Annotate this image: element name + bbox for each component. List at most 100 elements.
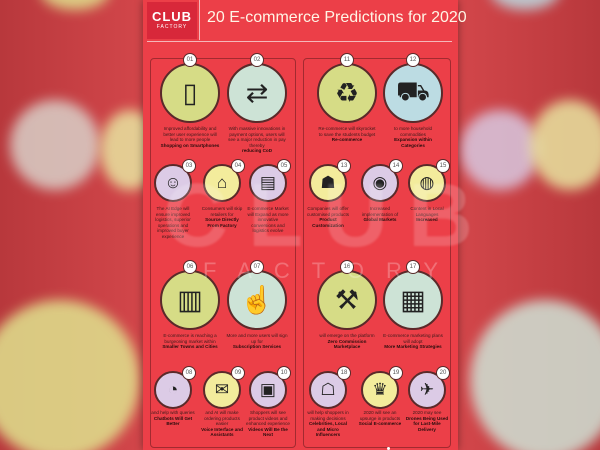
prediction-number: 02 bbox=[250, 53, 264, 67]
prediction-caption: More and more users will sign up for Subs… bbox=[226, 333, 288, 350]
product-customization-icon: ☗ bbox=[309, 164, 347, 202]
caption-text: E-commerce is reaching a burgeoning mark… bbox=[163, 333, 217, 344]
caption-text: will help shoppers in making decisions bbox=[307, 410, 349, 421]
prediction-caption: E-commerce marketing plans will adopt Mor… bbox=[382, 333, 444, 350]
panel-right bbox=[303, 58, 451, 448]
prediction-caption: 2020 will see an upsurge in products Soci… bbox=[357, 410, 403, 427]
prediction-caption: Consumers will skip retailers for Source … bbox=[199, 206, 245, 228]
recycle-bag-icon: ♻ bbox=[317, 63, 377, 123]
prediction-number: 14 bbox=[389, 159, 403, 173]
caption-highlight: Product Customization bbox=[312, 217, 344, 228]
caption-highlight: Chatbots Will Get Better bbox=[153, 415, 193, 427]
prediction-caption: With massive innovations in payment opti… bbox=[226, 126, 288, 154]
caption-highlight: More Marketing Strategies bbox=[384, 344, 442, 350]
caption-highlight: Subscription Services bbox=[232, 344, 282, 350]
prediction-number: 10 bbox=[277, 366, 291, 380]
prediction-caption: and AI will make ordering products easie… bbox=[199, 410, 245, 438]
caption-text: Companies will offer customised products bbox=[306, 206, 350, 217]
caption-highlight: Zero Commission Marketplace bbox=[327, 338, 367, 350]
caption-text: to more household commodities bbox=[393, 126, 433, 137]
prediction-number: 04 bbox=[231, 159, 245, 173]
prediction-number: 19 bbox=[389, 366, 403, 380]
divider bbox=[199, 0, 200, 40]
prediction-caption: and help with queries Chatbots Will Get B… bbox=[150, 410, 196, 427]
caption-highlight: Voice Interface and Assistants bbox=[201, 426, 243, 438]
prediction-number: 01 bbox=[183, 53, 197, 67]
caption-highlight: reducing CoD bbox=[241, 148, 273, 154]
smartphone-icon: ▯ bbox=[160, 63, 220, 123]
prediction-caption: E-commerce is reaching a burgeoning mark… bbox=[159, 333, 221, 350]
caption-text: E-commerce marketing plans will adopt bbox=[383, 333, 443, 344]
prediction-number: 06 bbox=[183, 260, 197, 274]
prediction-number: 20 bbox=[436, 366, 450, 380]
divider bbox=[147, 41, 452, 42]
prediction-caption: will help shoppers in making decisions Ce… bbox=[305, 410, 351, 438]
caption-highlight: Social E-commerce bbox=[358, 421, 402, 427]
prediction-number: 13 bbox=[337, 159, 351, 173]
caption-highlight: Drones Being Used for Last-Mile Delivery bbox=[405, 415, 449, 432]
prediction-caption: Content in Local Languages Increased bbox=[404, 206, 450, 223]
prediction-caption: Increased implementation of Global Market… bbox=[357, 206, 403, 223]
caption-highlight: Re-commerce bbox=[331, 137, 363, 143]
caption-highlight: Shopping on Smartphones bbox=[160, 142, 220, 148]
caption-text: E-commerce Market will Expand as more in… bbox=[247, 206, 289, 234]
analytics-board-icon: ▦ bbox=[383, 270, 443, 330]
prediction-caption: Re-commerce will skyrocket to save the s… bbox=[316, 126, 378, 143]
caption-text: will emerge on the platform bbox=[319, 333, 375, 338]
prediction-caption: to more household commodities Expansion w… bbox=[382, 126, 444, 148]
panel-left bbox=[150, 58, 296, 448]
prediction-number: 15 bbox=[436, 159, 450, 173]
subscribe-icon: ☝ bbox=[227, 270, 287, 330]
drone-delivery-icon: ✈ bbox=[408, 371, 446, 409]
infographic: CLUB FACTORY 20 E-commerce Predictions f… bbox=[143, 0, 473, 450]
prediction-caption: E-commerce Market will Expand as more in… bbox=[245, 206, 291, 234]
logo-subtext: FACTORY bbox=[156, 24, 188, 30]
caption-text: and AI will make ordering products easie… bbox=[204, 410, 240, 427]
prediction-number: 16 bbox=[340, 260, 354, 274]
caption-highlight: Smaller Towns and Cities bbox=[162, 344, 218, 350]
prediction-number: 18 bbox=[337, 366, 351, 380]
caption-highlight: Celebrities, Local and Micro Influencers bbox=[308, 421, 348, 438]
watermark-sub: FACTORY bbox=[203, 258, 461, 283]
caption-highlight: Videos Will Be the Next bbox=[248, 426, 288, 438]
caption-text: The AI Edge will ensure improved logisti… bbox=[155, 206, 191, 239]
prediction-number: 05 bbox=[277, 159, 291, 173]
caption-text: Increased implementation of bbox=[361, 206, 399, 217]
influencer-icon: ☖ bbox=[309, 371, 347, 409]
city-icon: ▥ bbox=[160, 270, 220, 330]
caption-highlight: Source Directly From Factory bbox=[205, 217, 239, 228]
prediction-caption: Shoppers will see product videos and enh… bbox=[245, 410, 291, 438]
caption-text: Shoppers will see product videos and enh… bbox=[246, 410, 290, 427]
prediction-number: 11 bbox=[340, 53, 354, 67]
prediction-caption: The AI Edge will ensure improved logisti… bbox=[150, 206, 196, 240]
caption-text: 2020 may see bbox=[412, 410, 442, 415]
watermark: CLUB bbox=[163, 166, 493, 266]
club-factory-logo: CLUB FACTORY bbox=[147, 2, 197, 39]
caption-text: Content in Local Languages bbox=[410, 206, 444, 217]
caption-highlight: Expansion within Categories bbox=[394, 137, 432, 148]
prediction-number: 12 bbox=[406, 53, 420, 67]
prediction-number: 07 bbox=[250, 260, 264, 274]
caption-text: Re-commerce will skyrocket to save the s… bbox=[318, 126, 376, 137]
prediction-caption: 2020 may see Drones Being Used for Last-M… bbox=[404, 410, 450, 432]
payment-exchange-icon: ⇄ bbox=[227, 63, 287, 123]
caption-text: and help with queries bbox=[151, 410, 195, 415]
prediction-number: 08 bbox=[182, 366, 196, 380]
page-indicator bbox=[387, 447, 390, 450]
caption-highlight: Increased bbox=[416, 217, 438, 223]
caption-highlight: Global Markets bbox=[363, 217, 397, 223]
prediction-number: 17 bbox=[406, 260, 420, 274]
prediction-number: 03 bbox=[182, 159, 196, 173]
logo-text: CLUB bbox=[151, 9, 193, 24]
prediction-number: 09 bbox=[231, 366, 245, 380]
caption-text: Consumers will skip retailers for bbox=[201, 206, 243, 217]
caption-text: Improved affordability and better user e… bbox=[163, 126, 217, 143]
caption-text: More and more users will sign up for bbox=[226, 333, 288, 344]
caption-text: 2020 will see an upsurge in products bbox=[359, 410, 401, 421]
prediction-caption: Improved affordability and better user e… bbox=[159, 126, 221, 148]
page-title: 20 E-commerce Predictions for 2020 bbox=[207, 9, 467, 26]
prediction-caption: Companies will offer customised products… bbox=[305, 206, 351, 228]
prediction-caption: will emerge on the platform Zero Commissi… bbox=[316, 333, 378, 350]
caption-text: With massive innovations in payment opti… bbox=[228, 126, 286, 148]
shopping-cart-person-icon: ⛟ bbox=[383, 63, 443, 123]
